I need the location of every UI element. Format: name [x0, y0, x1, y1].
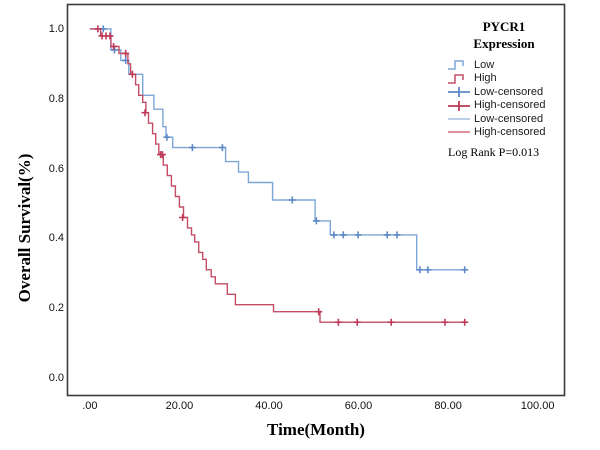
legend-item-label: Low-censored [474, 85, 544, 98]
x-axis-title: Time(Month) [267, 420, 365, 439]
plus-symbol-icon [448, 87, 470, 98]
x-tick-label: 40.00 [255, 400, 283, 412]
low-censored-marks [99, 25, 469, 274]
legend-item-high: High [446, 72, 562, 85]
legend-title-line2: Expression [473, 35, 535, 51]
legend-item-label: Low-censored [474, 112, 544, 125]
log-rank-note: Log Rank P=0.013 [448, 145, 540, 160]
legend-item-low: Low [446, 59, 562, 72]
y-tick-label: 0.0 [48, 372, 64, 385]
legend-item-label: High-censored [474, 125, 546, 138]
step-symbol-icon [448, 74, 464, 84]
high-censored-marks [94, 25, 469, 326]
legend-item-label: High [474, 72, 497, 85]
legend-item-high-censored: High-censored [446, 99, 562, 112]
line-symbol-icon [448, 131, 470, 134]
legend-title-line1: PYCR1 [482, 19, 526, 34]
legend-item-high-censored: High-censored [446, 126, 562, 139]
plot-frame [66, 3, 566, 397]
low-survival-curve [89, 28, 466, 271]
legend-title: PYCR1 Expression [446, 19, 562, 53]
high-survival-curve [89, 28, 466, 323]
legend-item-low-censored: Low-censored [446, 112, 562, 125]
y-tick-label: 0.8 [48, 92, 64, 105]
y-tick-label: 0.6 [48, 162, 64, 175]
legend-item-list: Low High Low-censored High-censored Low-cens… [446, 59, 562, 139]
legend-item-label: High-censored [474, 99, 546, 112]
legend-item-low-censored: Low-censored [446, 86, 562, 99]
y-tick-label: 1.0 [48, 22, 64, 35]
x-tick-label: .00 [82, 400, 98, 412]
y-tick-label: 0.4 [48, 232, 64, 245]
x-tick-label: 60.00 [344, 400, 373, 412]
y-axis-title: Overall Survival(%) [15, 153, 34, 303]
x-tick-label: 80.00 [434, 400, 462, 412]
plus-symbol-icon [448, 100, 470, 111]
x-tick-label: 20.00 [165, 400, 194, 412]
y-tick-label: 0.2 [48, 302, 64, 315]
x-tick-label: 100.00 [520, 400, 555, 412]
step-symbol-icon [448, 60, 464, 71]
legend: PYCR1 Expression Low High Low-censored High… [446, 19, 562, 160]
line-symbol-icon [448, 118, 470, 120]
legend-item-label: Low [474, 58, 495, 71]
